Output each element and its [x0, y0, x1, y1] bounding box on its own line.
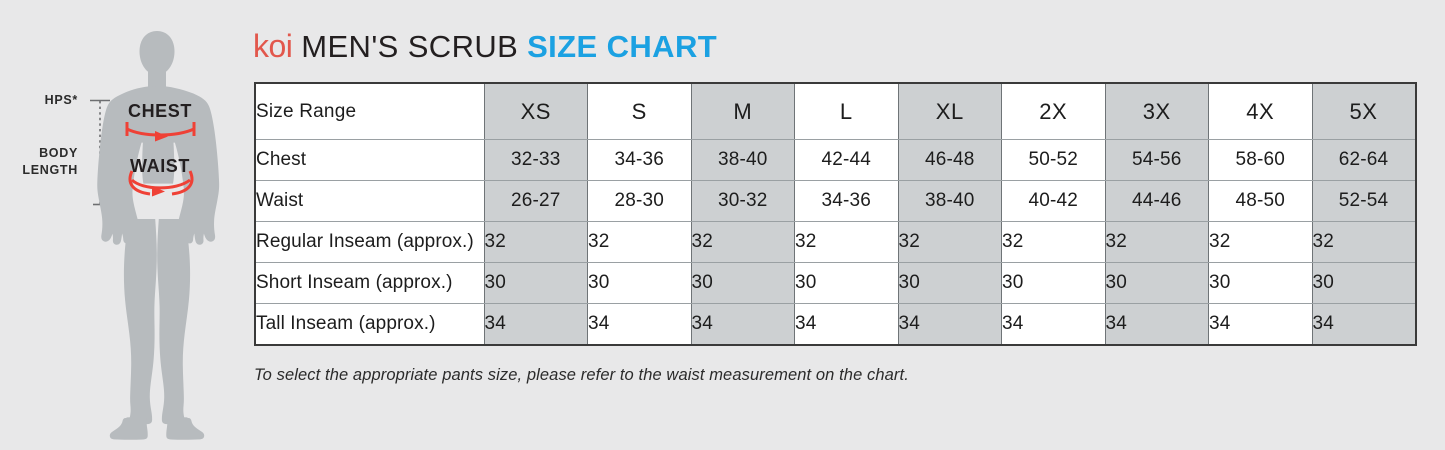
cell-regular-inseam-xl: 32: [898, 221, 1002, 263]
chest-label: CHEST: [128, 101, 192, 121]
page-title: koi MEN'S SCRUB SIZE CHART: [253, 27, 717, 66]
cell-short-inseam-s: 30: [587, 262, 692, 304]
cell-waist-5x: 52-54: [1312, 180, 1416, 222]
cell-regular-inseam-m: 32: [691, 221, 795, 263]
cell-chest-5x: 62-64: [1312, 139, 1416, 181]
cell-waist-m: 30-32: [691, 180, 795, 222]
cell-chest-4x: 58-60: [1208, 139, 1313, 181]
waist-label: WAIST: [130, 156, 190, 176]
column-header-xs: XS: [484, 83, 588, 140]
cell-tall-inseam-s: 34: [587, 303, 692, 345]
waist-arrow-head-icon: [152, 186, 165, 197]
cell-waist-3x: 44-46: [1105, 180, 1209, 222]
size-chart-table: Size Range XS S M L XL 2X 3X 4X 5X Chest…: [254, 82, 1417, 346]
cell-waist-xl: 38-40: [898, 180, 1002, 222]
cell-tall-inseam-xl: 34: [898, 303, 1002, 345]
cell-chest-m: 38-40: [691, 139, 795, 181]
column-header-s: S: [587, 83, 692, 140]
male-body-icon: [97, 31, 220, 440]
cell-regular-inseam-s: 32: [587, 221, 692, 263]
column-header-m: M: [691, 83, 795, 140]
cell-chest-l: 42-44: [794, 139, 899, 181]
cell-chest-s: 34-36: [587, 139, 692, 181]
row-label-tall-inseam: Tall Inseam (approx.): [255, 303, 485, 345]
cell-short-inseam-5x: 30: [1312, 262, 1416, 304]
cell-short-inseam-m: 30: [691, 262, 795, 304]
column-header-size-range: Size Range: [255, 83, 485, 140]
row-label-chest: Chest: [255, 139, 485, 181]
cell-short-inseam-3x: 30: [1105, 262, 1209, 304]
title-middle: MEN'S SCRUB: [301, 29, 519, 64]
title-accent: SIZE CHART: [527, 29, 718, 64]
cell-tall-inseam-m: 34: [691, 303, 795, 345]
cell-chest-3x: 54-56: [1105, 139, 1209, 181]
cell-regular-inseam-3x: 32: [1105, 221, 1209, 263]
row-label-short-inseam: Short Inseam (approx.): [255, 262, 485, 304]
cell-waist-l: 34-36: [794, 180, 899, 222]
cell-regular-inseam-l: 32: [794, 221, 899, 263]
body-silhouette-svg: CHEST WAIST: [90, 31, 220, 440]
table-row: Short Inseam (approx.) 30 30 30 30 30 30…: [255, 262, 1416, 304]
column-header-5x: 5X: [1312, 83, 1416, 140]
cell-regular-inseam-2x: 32: [1001, 221, 1106, 263]
cell-chest-xl: 46-48: [898, 139, 1002, 181]
cell-tall-inseam-xs: 34: [484, 303, 588, 345]
cell-short-inseam-2x: 30: [1001, 262, 1106, 304]
cell-short-inseam-xl: 30: [898, 262, 1002, 304]
waist-measure-arrow-icon: [128, 170, 194, 196]
cell-tall-inseam-2x: 34: [1001, 303, 1106, 345]
chest-arrow-head-icon: [155, 131, 168, 142]
column-header-xl: XL: [898, 83, 1002, 140]
cell-regular-inseam-xs: 32: [484, 221, 588, 263]
cell-waist-2x: 40-42: [1001, 180, 1106, 222]
body-measurement-figure: HPS* BODY LENGTH: [0, 0, 250, 450]
table-row: Regular Inseam (approx.) 32 32 32 32 32 …: [255, 221, 1416, 263]
cell-tall-inseam-l: 34: [794, 303, 899, 345]
column-header-3x: 3X: [1105, 83, 1209, 140]
table-row: Chest 32-33 34-36 38-40 42-44 46-48 50-5…: [255, 139, 1416, 181]
cell-tall-inseam-4x: 34: [1208, 303, 1313, 345]
column-header-l: L: [794, 83, 899, 140]
cell-waist-xs: 26-27: [484, 180, 588, 222]
table-row: Tall Inseam (approx.) 34 34 34 34 34 34 …: [255, 303, 1416, 345]
column-header-4x: 4X: [1208, 83, 1313, 140]
table-row: Waist 26-27 28-30 30-32 34-36 38-40 40-4…: [255, 180, 1416, 222]
row-label-waist: Waist: [255, 180, 485, 222]
cell-short-inseam-l: 30: [794, 262, 899, 304]
cell-tall-inseam-5x: 34: [1312, 303, 1416, 345]
cell-tall-inseam-3x: 34: [1105, 303, 1209, 345]
cell-regular-inseam-5x: 32: [1312, 221, 1416, 263]
size-chart-table-container: Size Range XS S M L XL 2X 3X 4X 5X Chest…: [254, 82, 1417, 346]
cell-chest-2x: 50-52: [1001, 139, 1106, 181]
column-header-2x: 2X: [1001, 83, 1106, 140]
cell-short-inseam-4x: 30: [1208, 262, 1313, 304]
cell-waist-s: 28-30: [587, 180, 692, 222]
cell-chest-xs: 32-33: [484, 139, 588, 181]
cell-waist-4x: 48-50: [1208, 180, 1313, 222]
cell-regular-inseam-4x: 32: [1208, 221, 1313, 263]
row-label-regular-inseam: Regular Inseam (approx.): [255, 221, 485, 263]
brand-name: koi: [253, 28, 293, 64]
body-length-label: BODY LENGTH: [22, 146, 78, 177]
cell-short-inseam-xs: 30: [484, 262, 588, 304]
hps-label: HPS*: [44, 93, 78, 107]
footnote-text: To select the appropriate pants size, pl…: [254, 366, 909, 384]
table-header-row: Size Range XS S M L XL 2X 3X 4X 5X: [255, 83, 1416, 140]
